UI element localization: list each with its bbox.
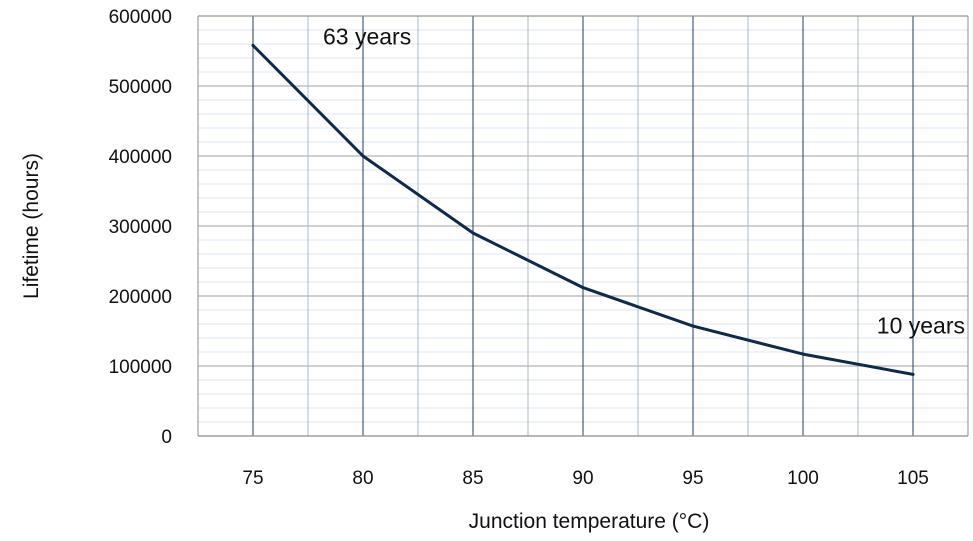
x-tick-label: 105 [897, 468, 929, 489]
annotations: 63 years 10 years [323, 23, 965, 338]
axes [197, 15, 969, 437]
x-tick-label: 90 [572, 468, 593, 489]
y-axis-title: Lifetime (hours) [20, 153, 43, 299]
x-tick-label: 75 [242, 468, 263, 489]
y-tick-label: 600000 [109, 7, 172, 28]
data-point [361, 154, 365, 158]
annotation-label: 63 years [323, 23, 411, 49]
x-tick-label: 85 [462, 468, 483, 489]
x-tick-label: 95 [682, 468, 703, 489]
y-tick-labels: 0 100000 200000 300000 400000 500000 600000 [109, 7, 172, 448]
grid [197, 15, 969, 436]
annotation-label: 10 years [877, 312, 965, 338]
y-tick-label: 100000 [109, 357, 172, 378]
y-tick-label: 300000 [109, 217, 172, 238]
y-tick-label: 500000 [109, 77, 172, 98]
y-tick-label: 200000 [109, 287, 172, 308]
data-point [691, 324, 695, 328]
x-tick-labels: 75 80 85 90 95 100 105 [242, 468, 928, 489]
data-point [251, 43, 255, 47]
series [251, 43, 915, 376]
data-point [911, 372, 915, 376]
y-tick-label: 0 [161, 427, 172, 448]
data-point [801, 352, 805, 356]
x-axis-title: Junction temperature (°C) [469, 510, 710, 533]
x-tick-label: 100 [787, 468, 819, 489]
x-tick-label: 80 [352, 468, 373, 489]
data-point [581, 286, 585, 290]
y-tick-label: 400000 [109, 147, 172, 168]
data-point [471, 231, 475, 235]
